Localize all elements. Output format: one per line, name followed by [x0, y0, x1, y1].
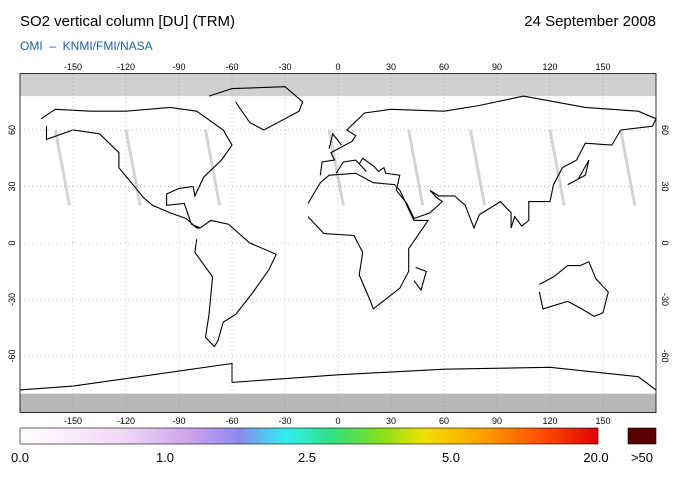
lat-tick-label: -30 [7, 293, 17, 306]
colorbar-label: 5.0 [442, 450, 460, 465]
lat-tick-label: 30 [660, 181, 670, 191]
lon-tick-label: 150 [595, 416, 610, 426]
lon-tick-label: 60 [439, 62, 449, 72]
lon-tick-label: 60 [439, 416, 449, 426]
colorbar-label: 1.0 [156, 450, 174, 465]
colorbar [19, 427, 599, 445]
lon-tick-label: 30 [386, 62, 396, 72]
orbit-track [124, 129, 142, 206]
orbit-track [407, 129, 425, 206]
lon-tick-label: -120 [117, 62, 135, 72]
lat-tick-label: -30 [660, 293, 670, 306]
coastline [328, 132, 342, 149]
lat-tick-label: 0 [660, 240, 670, 245]
map-area [19, 73, 657, 413]
orbit-track [548, 129, 566, 206]
lat-tick-label: 60 [7, 125, 17, 135]
lon-tick-label: 120 [542, 62, 557, 72]
lon-tick-label: -90 [172, 62, 185, 72]
lat-tick-label: 0 [7, 240, 17, 245]
lon-tick-label: -30 [278, 416, 291, 426]
orbit-track [619, 129, 637, 206]
colorbar-label: >50 [631, 450, 653, 465]
title: SO2 vertical column [DU] (TRM) [20, 13, 235, 30]
lon-tick-label: -90 [172, 416, 185, 426]
lon-tick-label: 90 [492, 416, 502, 426]
lon-tick-label: 0 [335, 416, 340, 426]
lon-tick-label: -30 [278, 62, 291, 72]
coastline [538, 261, 609, 318]
coastline [208, 86, 304, 131]
lon-tick-label: 90 [492, 62, 502, 72]
lat-tick-label: -60 [660, 349, 670, 362]
coastline [413, 266, 427, 292]
orbit-track [204, 129, 222, 206]
coastline [319, 95, 657, 230]
colorbar-label: 2.5 [298, 450, 316, 465]
lon-tick-label: 120 [542, 416, 557, 426]
lon-tick-label: -150 [64, 416, 82, 426]
map-frame [19, 73, 657, 413]
coastline [307, 172, 430, 310]
lon-tick-label: -60 [225, 62, 238, 72]
lon-tick-label: -120 [117, 416, 135, 426]
lon-tick-label: 150 [595, 62, 610, 72]
lat-tick-label: -60 [7, 349, 17, 362]
coastline [19, 362, 657, 391]
coastline [194, 219, 277, 348]
lon-tick-label: -60 [225, 416, 238, 426]
no-data-north [20, 73, 656, 97]
lon-tick-label: -150 [64, 62, 82, 72]
orbit-track [327, 129, 345, 206]
date: 24 September 2008 [524, 13, 656, 30]
orbit-track [53, 129, 71, 206]
colorbar-label: 0.0 [11, 450, 29, 465]
coastline [40, 106, 233, 229]
coastline [567, 159, 590, 186]
lat-tick-label: 30 [7, 181, 17, 191]
lon-tick-label: 30 [386, 416, 396, 426]
lat-tick-label: 60 [660, 125, 670, 135]
source: OMI – KNMI/FMI/NASA [20, 39, 153, 53]
colorbar-label: 20.0 [583, 450, 608, 465]
orbit-track [469, 129, 487, 206]
colorbar-max [627, 427, 657, 445]
lon-tick-label: 0 [335, 62, 340, 72]
